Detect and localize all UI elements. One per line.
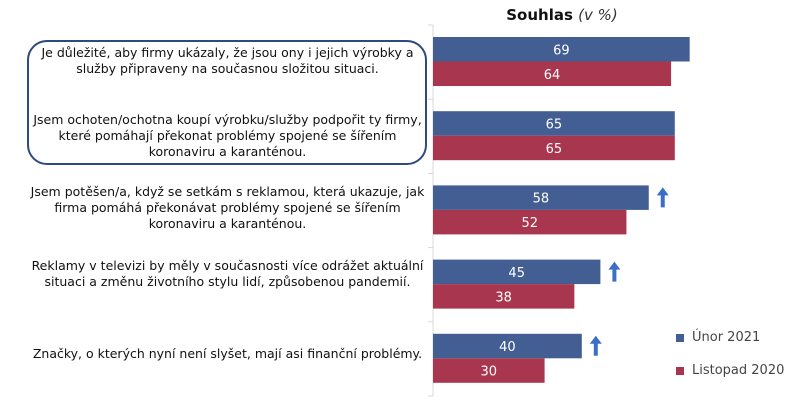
legend-item: Únor 2021 [676, 330, 760, 345]
category-label: Reklamy v televizi by měly v současnosti… [31, 258, 424, 289]
data-label: 38 [495, 290, 512, 305]
legend-label: Únor 2021 [692, 330, 761, 345]
data-label: 40 [499, 340, 516, 355]
bar [433, 185, 649, 210]
bar [433, 209, 627, 235]
legend-label: Listopad 2020 [692, 363, 785, 378]
bar [433, 111, 675, 136]
legend-swatch [676, 333, 684, 342]
highlight-box [27, 40, 427, 165]
bar [433, 61, 672, 86]
data-label: 65 [546, 117, 563, 132]
bar [433, 259, 601, 285]
category-label: Jsem potěšen/a, když se setkám s reklamo… [30, 184, 425, 231]
data-label: 45 [508, 266, 525, 281]
data-label: 64 [544, 68, 561, 83]
up-arrow-icon [608, 261, 621, 282]
bar [433, 358, 545, 383]
bar [433, 135, 675, 161]
bar [433, 37, 690, 62]
category-label: Je důležité, aby firmy ukázaly, že jsou … [41, 45, 414, 76]
chart-title: Souhlas (v %) [506, 6, 618, 24]
up-arrow-icon [589, 335, 602, 356]
data-label: 69 [553, 43, 570, 58]
legend-swatch [676, 366, 684, 375]
data-label: 65 [546, 142, 563, 157]
up-arrow-icon [656, 187, 669, 208]
data-label: 30 [481, 365, 498, 380]
data-label: 52 [521, 216, 538, 231]
data-label: 58 [533, 192, 550, 207]
category-label: Jsem ochoten/ochotna koupí výrobku/služb… [33, 112, 422, 159]
category-label: Značky, o kterých nyní není slyšet, mají… [32, 346, 423, 361]
bar [433, 333, 582, 359]
legend-item: Listopad 2020 [676, 363, 784, 378]
bar [433, 284, 575, 309]
